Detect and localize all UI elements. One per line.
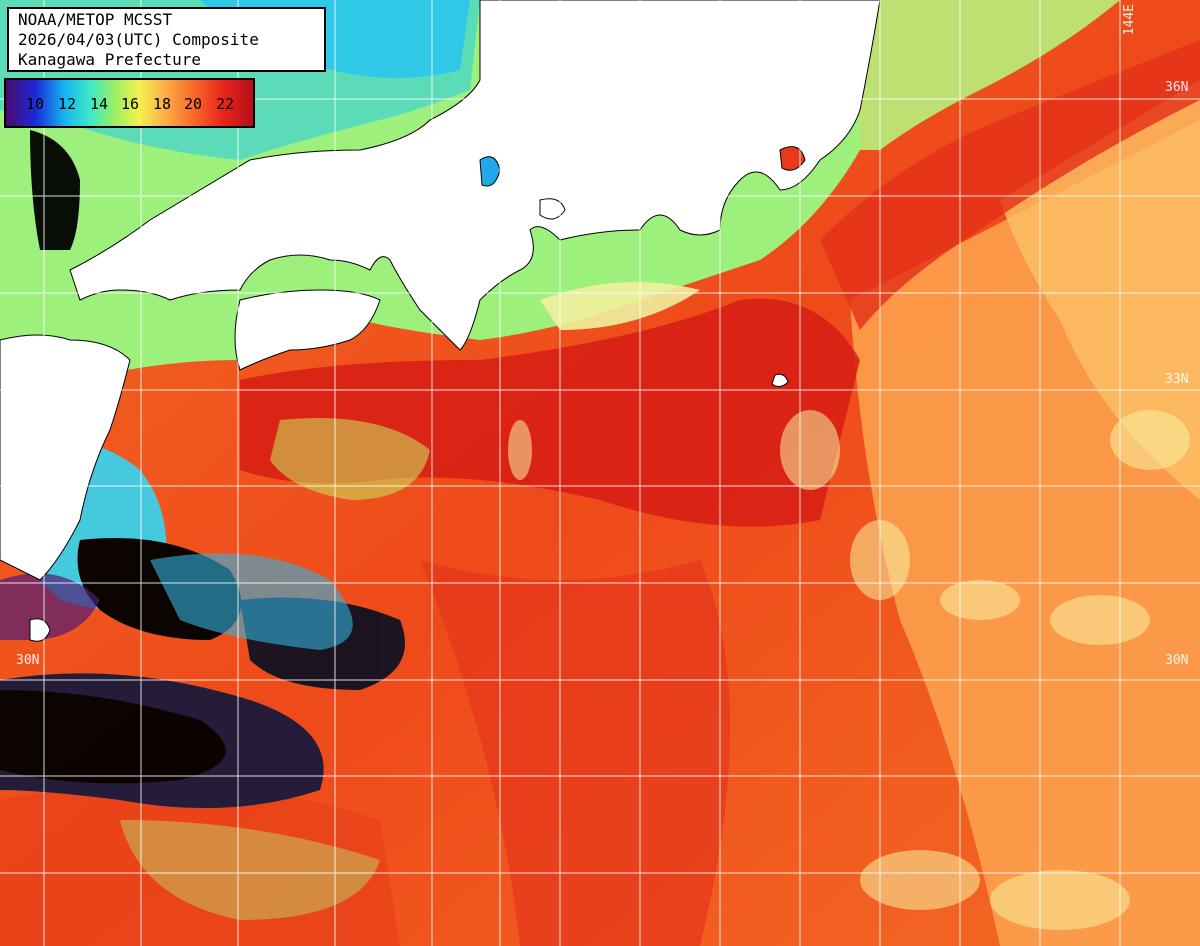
lon-label-144e: 144E	[1122, 4, 1137, 36]
tokyo-bay	[779, 146, 806, 171]
legend-tick: 14	[90, 95, 109, 113]
title-line-agency: Kanagawa Prefecture	[18, 50, 202, 69]
cloud-no-data-area	[0, 130, 430, 920]
mild-water-east-2	[1000, 80, 1200, 500]
legend-tick: 16	[121, 95, 140, 113]
temperature-colorbar: 10 12 14 16 18 20 22	[4, 78, 255, 128]
legend-tick: 22	[216, 95, 235, 113]
cool-bay-yellow	[540, 282, 700, 330]
legend-tick: 12	[58, 95, 77, 113]
kuroshio-north	[820, 40, 1200, 330]
lat-label-33n: 33N	[1165, 372, 1189, 387]
title-line-product: NOAA/METOP MCSST	[18, 10, 173, 29]
lon-label-136e: 136E	[481, 4, 496, 36]
lat-label-30n-right: 30N	[1165, 653, 1189, 668]
title-line-date: 2026/04/03(UTC) Composite	[18, 30, 259, 49]
land-japan	[0, 0, 881, 642]
legend-tick: 10	[26, 95, 45, 113]
legend-tick: 20	[184, 95, 203, 113]
lat-label-36n: 36N	[1165, 80, 1189, 95]
cold-east-coast	[860, 0, 1120, 150]
title-box: NOAA/METOP MCSST 2026/04/03(UTC) Composi…	[7, 7, 326, 72]
warm-southwest	[0, 784, 400, 946]
lat-label-30n-left: 30N	[16, 653, 40, 668]
warm-tongue-south	[420, 560, 730, 946]
legend-tick: 18	[153, 95, 172, 113]
